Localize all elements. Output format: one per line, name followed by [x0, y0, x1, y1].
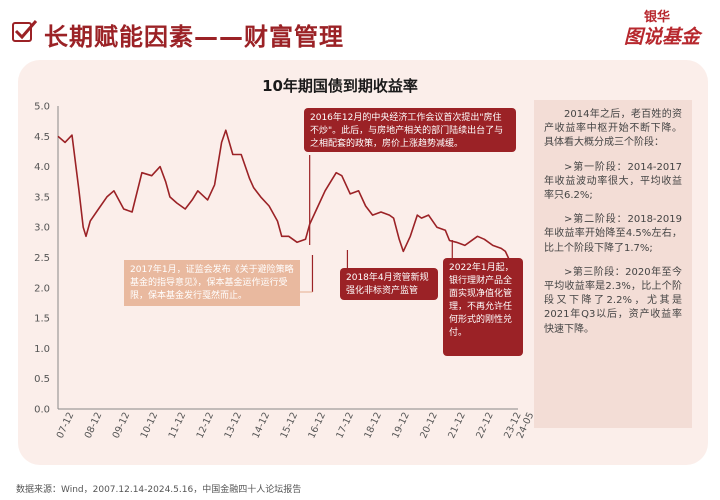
sidebar-paragraph-2: >第一阶段：2014-2017年收益波动率很大，平均收益率只6.2%; [544, 161, 682, 202]
x-tick-label: 21-12 [446, 411, 468, 441]
y-tick-label: 2.5 [34, 253, 50, 264]
x-tick-label: 08-12 [83, 411, 105, 441]
x-tick-label: 09-12 [111, 411, 133, 441]
x-tick-label: 16-12 [306, 411, 328, 441]
brand-logo: 银华 图说基金 [622, 6, 710, 50]
yield-series-line [57, 129, 519, 271]
x-tick-label: 11-12 [167, 411, 189, 441]
checkbox-icon [12, 20, 38, 42]
annotation-2018: 2018年4月资管新规强化非标资产监管 [340, 268, 438, 300]
sidebar-paragraph-4: >第三阶段：2020年至今平均收益率是2.3%，比上个阶段又下降了2.2%，尤其… [544, 266, 682, 335]
x-tick-label: 18-12 [362, 411, 384, 441]
logo-line1: 银华 [644, 10, 671, 25]
header-bar: 长期赋能因素——财富管理 银华 图说基金 [0, 0, 720, 52]
x-tick-label: 19-12 [390, 411, 412, 441]
annotation-2017: 2017年1月，证监会发布《关于避险策略基金的指导意见》，保本基金运作运行受限，… [124, 260, 300, 306]
y-tick-label: 0.5 [34, 374, 50, 385]
annotation-2022: 2022年1月起，银行理财产品全面实现净值化管理，不再允许任何形式的刚性兑付。 [443, 258, 523, 356]
analysis-sidebar: 2014年之后，老百姓的资产收益率中枢开始不断下降。具体看大概分成三个阶段： >… [534, 100, 692, 428]
x-tick-label: 15-12 [278, 411, 300, 441]
y-tick-label: 0.0 [34, 405, 50, 416]
x-tick-label: 13-12 [223, 411, 245, 441]
page-title: 长期赋能因素——财富管理 [44, 23, 344, 51]
x-tick-label: 14-12 [250, 411, 272, 441]
data-source-note: 数据来源：Wind，2007.12.14-2024.5.16，中国金融四十人论坛… [16, 485, 302, 495]
x-tick-label: 22-12 [474, 411, 496, 441]
y-tick-label: 1.5 [34, 314, 50, 325]
annotation-2016: 2016年12月的中央经济工作会议首次提出"房住不炒"。此后，与房地产相关的部门… [304, 108, 516, 152]
x-tick-label: 17-12 [334, 411, 356, 441]
y-tick-label: 5.0 [34, 102, 50, 113]
x-tick-label: 10-12 [139, 411, 161, 441]
x-tick-label: 12-12 [195, 411, 217, 441]
x-tick-label: 20-12 [418, 411, 440, 441]
sidebar-paragraph-3: >第二阶段：2018-2019年收益率开始降至4.5%左右，比上个阶段下降了1.… [544, 214, 682, 254]
y-tick-label: 1.0 [34, 344, 50, 355]
logo-line2: 图说基金 [624, 26, 701, 48]
y-tick-label: 3.5 [34, 192, 50, 203]
chart-title: 10年期国债到期收益率 [262, 77, 418, 95]
y-tick-label: 4.5 [34, 132, 50, 143]
x-tick-label: 07-12 [55, 411, 77, 441]
sidebar-paragraph-1: 2014年之后，老百姓的资产收益率中枢开始不断下降。具体看大概分成三个阶段： [544, 109, 682, 149]
y-tick-label: 4.0 [34, 162, 50, 173]
y-tick-label: 2.0 [34, 283, 50, 294]
y-tick-label: 3.0 [34, 223, 50, 234]
